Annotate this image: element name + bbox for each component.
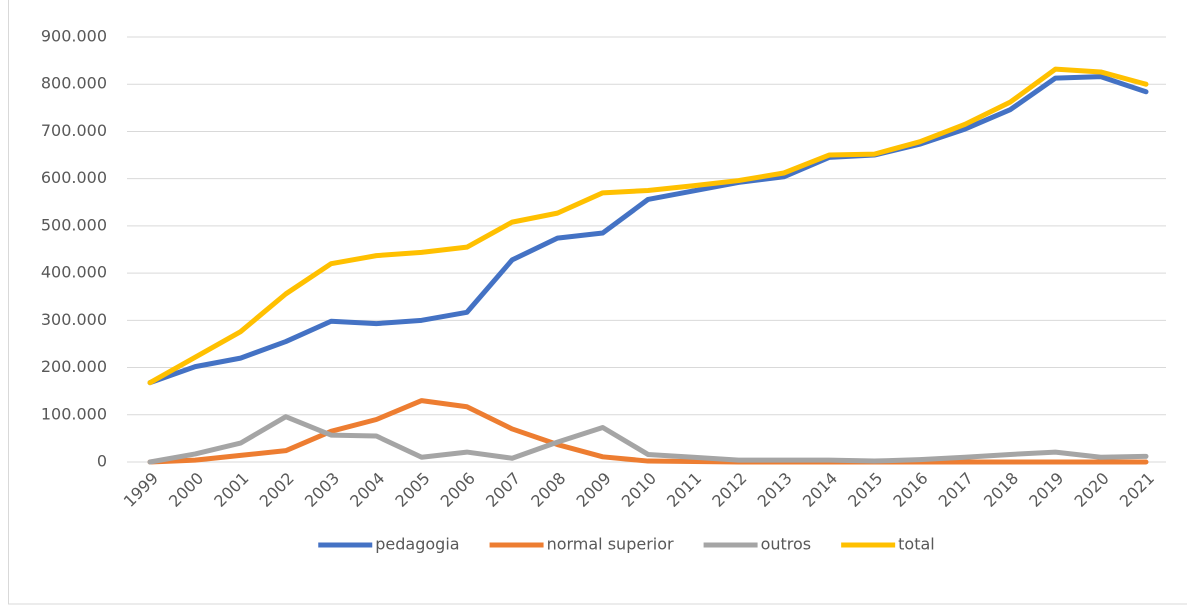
y-tick-label: 700.000	[41, 121, 107, 140]
y-tick-label: 400.000	[41, 263, 107, 282]
y-tick-label: 0	[97, 452, 107, 471]
legend-item: pedagogia	[318, 535, 460, 554]
series-line	[147, 398, 1149, 465]
legend-label: pedagogia	[375, 535, 459, 554]
legend-item: total	[841, 535, 935, 554]
chart-frame	[8, 0, 1187, 605]
y-tick-label: 100.000	[41, 404, 107, 423]
y-tick-label: 800.000	[41, 74, 107, 93]
y-tick-label: 900.000	[41, 27, 107, 46]
legend-label: outros	[761, 535, 812, 554]
y-tick-label: 600.000	[41, 168, 107, 187]
series-line	[147, 66, 1149, 386]
legend-item: outros	[703, 535, 812, 554]
legend-label: normal superior	[547, 535, 674, 554]
y-tick-label: 300.000	[41, 310, 107, 329]
series-line	[147, 74, 1149, 386]
y-tick-label: 500.000	[41, 215, 107, 234]
series-line	[147, 414, 1149, 465]
legend-item: normal superior	[489, 535, 674, 554]
y-tick-label: 200.000	[41, 357, 107, 376]
legend-label: total	[898, 535, 935, 554]
